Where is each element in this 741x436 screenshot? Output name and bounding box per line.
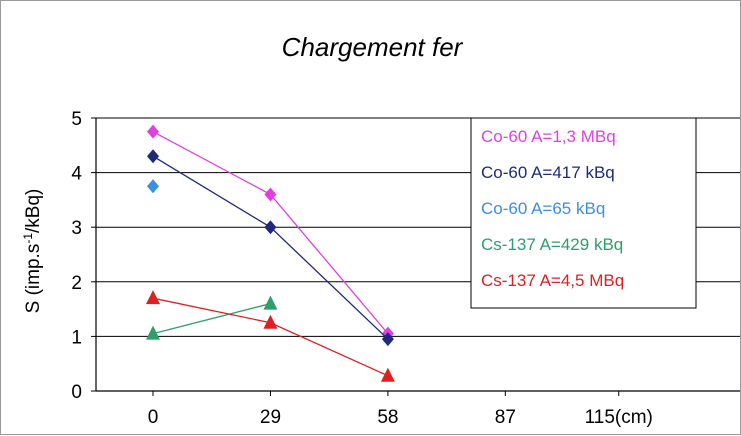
legend-entry-5: Cs-137 A=4,5 MBq [481,271,624,290]
y-tick-label-5: 5 [71,109,82,130]
y-tick-label-3: 3 [71,218,82,239]
legend-entry-3: Co-60 A=65 kBq [481,199,605,218]
series-2-point-3 [381,332,394,347]
x-tick-label-87: 87 [495,407,516,428]
series-2-line [152,155,389,340]
axes [91,117,740,396]
series-4-point-1 [146,325,160,340]
x-tick-label-115: 115(cm) [585,407,653,428]
series-4-point-2 [263,295,278,310]
series-3-point-1 [147,179,159,194]
y-tick-label-1: 1 [71,327,82,348]
x-tick-label-29: 29 [260,407,281,428]
series-2-point-2 [264,220,277,235]
y-tick-label-0: 0 [71,382,82,403]
y-axis-label-main: S (imp.s [23,244,44,314]
series-1-point-2 [264,187,277,202]
y-axis-label-unit: /kBq) [23,189,44,233]
chart-title: Chargement fer [282,32,464,62]
legend-entry-1: Co-60 A=1,3 MBq [481,127,616,146]
y-axis-label-superscript: -1 [21,233,35,244]
y-tick-labels: 0 1 2 3 4 5 [71,109,82,403]
series-5-point-3 [380,367,395,382]
series-4 [146,295,278,340]
y-axis-label: S (imp.s-1/kBq) [21,189,44,314]
series-group [146,124,395,382]
series-5-point-2 [263,314,278,329]
x-tick-label-0: 0 [148,407,159,428]
legend: Co-60 A=1,3 MBq Co-60 A=417 kBq Co-60 A=65… [470,117,697,309]
series-5-point-1 [146,290,160,305]
series-1-point-1 [147,124,159,139]
legend-entry-2: Co-60 A=417 kBq [481,163,615,182]
series-5-line [152,297,389,377]
x-tick-label-58: 58 [377,407,398,428]
series-2 [147,149,394,347]
series-5 [146,290,395,382]
series-1 [147,124,394,341]
series-3 [147,179,159,194]
y-tick-label-2: 2 [71,273,82,294]
y-tick-label-4: 4 [71,164,82,185]
series-4-line [152,303,271,335]
x-tick-labels: 0 29 58 87 115(cm) [148,407,653,428]
series-2-point-1 [147,149,159,164]
legend-box [470,117,697,309]
legend-entry-4: Cs-137 A=429 kBq [481,235,623,254]
